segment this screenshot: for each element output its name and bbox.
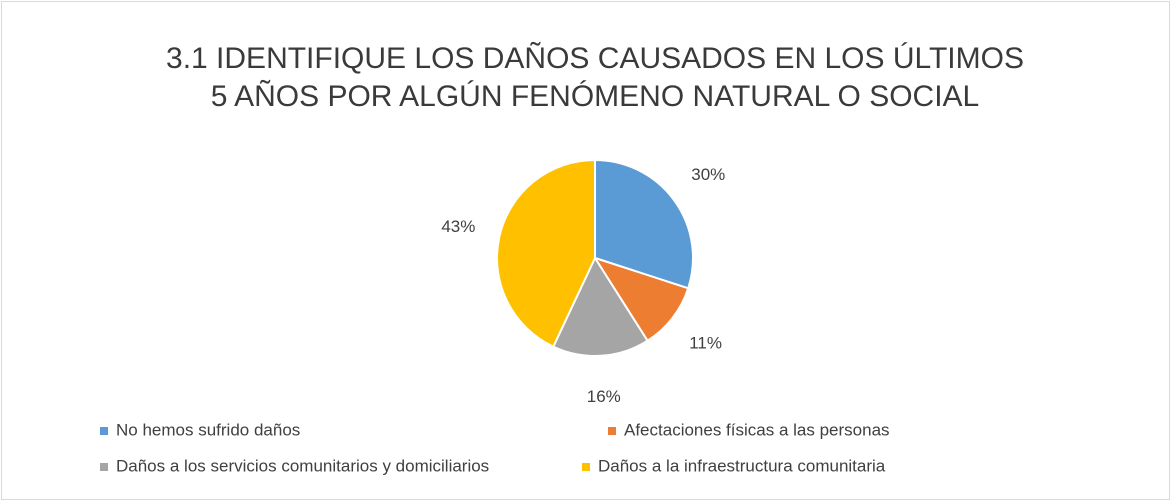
- legend-swatch: [582, 463, 590, 471]
- pie-slice: [496, 158, 596, 349]
- chart-title: 5 AÑOS POR ALGÚN FENÓMENO NATURAL O SOCI…: [211, 79, 980, 113]
- legend-label: No hemos sufrido daños: [116, 420, 300, 439]
- legend-swatch: [100, 427, 108, 435]
- legend-swatch: [100, 463, 108, 471]
- data-label: 30%: [691, 165, 725, 184]
- data-label: 43%: [441, 217, 475, 236]
- legend-swatch: [608, 427, 616, 435]
- pie-slice: [594, 158, 694, 290]
- data-label: 16%: [587, 387, 621, 406]
- data-label: 11%: [689, 333, 722, 352]
- chart-title: 3.1 IDENTIFIQUE LOS DAÑOS CAUSADOS EN LO…: [166, 41, 1024, 75]
- legend-label: Daños a la infraestructura comunitaria: [598, 456, 886, 475]
- legend-label: Afectaciones físicas a las personas: [624, 420, 890, 439]
- pie-slice: [592, 256, 690, 343]
- pie-slice: [551, 255, 649, 357]
- legend-label: Daños a los servicios comunitarios y dom…: [116, 456, 489, 475]
